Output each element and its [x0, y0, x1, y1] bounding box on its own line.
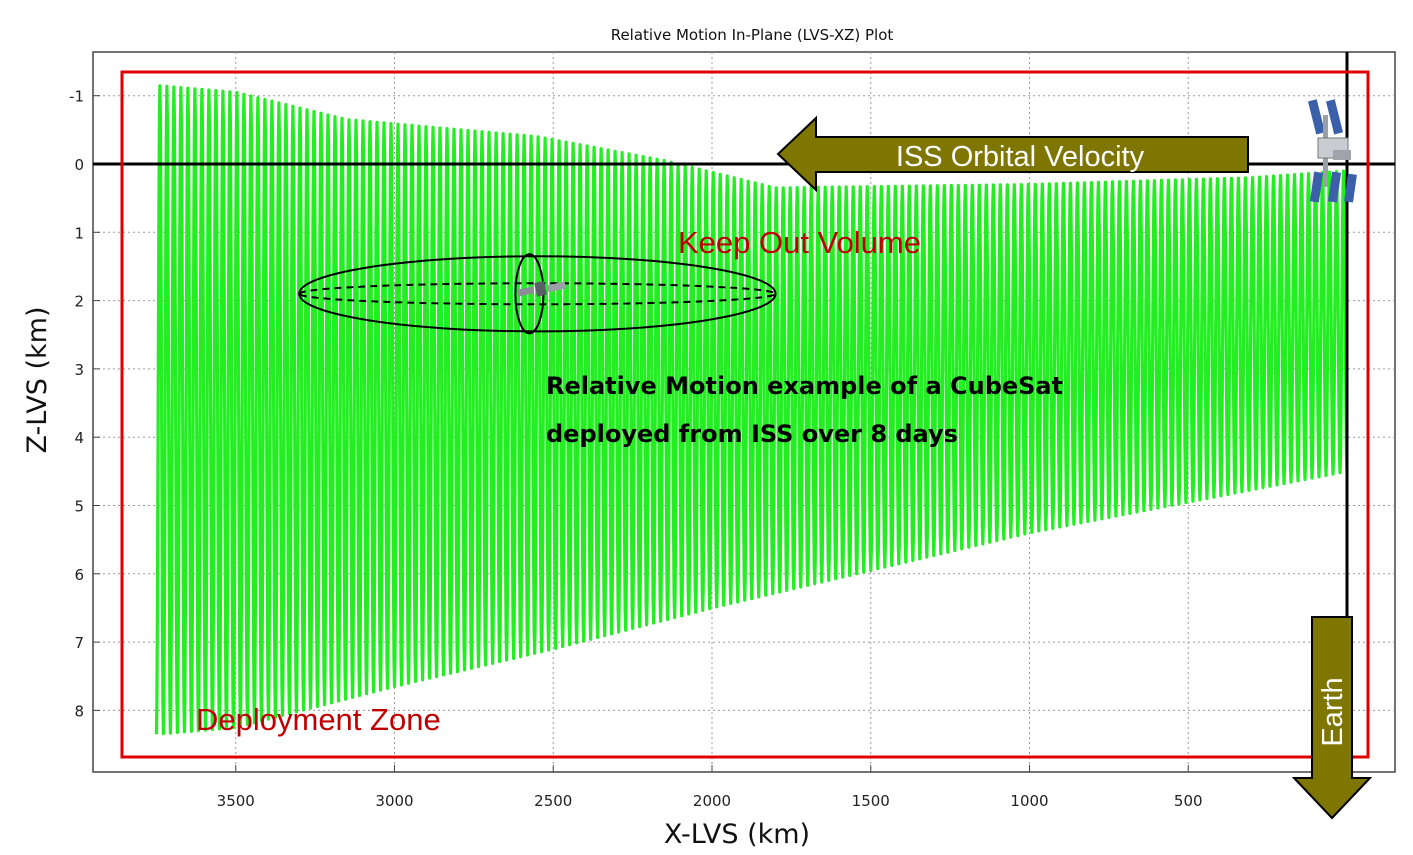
- example-caption-line1: Relative Motion example of a CubeSat: [546, 372, 1063, 400]
- y-tick-label: 1: [74, 224, 84, 242]
- y-tick-label: -1: [69, 88, 84, 106]
- y-tick-label: 0: [74, 156, 84, 174]
- y-tick-label: 4: [74, 429, 84, 447]
- earth-label: Earth: [1317, 677, 1349, 746]
- x-tick-label: 2500: [534, 792, 572, 810]
- y-axis-label: Z-LVS (km): [22, 306, 53, 453]
- velocity-label: ISS Orbital Velocity: [896, 141, 1145, 173]
- example-caption-line2: deployed from ISS over 8 days: [546, 420, 958, 448]
- x-tick-label: 3500: [217, 792, 255, 810]
- deployment-zone-label: Deployment Zone: [196, 702, 441, 737]
- chart-title: Relative Motion In-Plane (LVS-XZ) Plot: [611, 26, 894, 44]
- x-tick-label: 2000: [693, 792, 731, 810]
- x-tick-label: 1500: [852, 792, 890, 810]
- tick-layer: 3500 3000 2500 2000 1500 1000 500 -1 0 1 2 3 4 5 6 7 8: [69, 88, 1203, 810]
- earth-arrow: Earth: [1291, 616, 1373, 820]
- y-tick-label: 6: [74, 566, 84, 584]
- cubesat-icon: [517, 280, 567, 297]
- iss-velocity-arrow: ISS Orbital Velocity: [776, 115, 1249, 193]
- y-tick-label: 8: [74, 702, 84, 720]
- iss-icon: [1308, 99, 1357, 203]
- x-axis-label: X-LVS (km): [664, 819, 810, 850]
- x-tick-label: 500: [1174, 792, 1203, 810]
- x-tick-label: 3000: [375, 792, 413, 810]
- x-tick-label: 1000: [1010, 792, 1048, 810]
- y-tick-label: 2: [74, 293, 84, 311]
- y-tick-label: 7: [74, 634, 84, 652]
- trajectory-series: [154, 84, 1349, 736]
- deployment-zone-box: [120, 70, 1370, 759]
- y-tick-label: 3: [74, 361, 84, 379]
- y-tick-label: 5: [74, 498, 84, 516]
- keep-out-volume-label: Keep Out Volume: [678, 225, 921, 260]
